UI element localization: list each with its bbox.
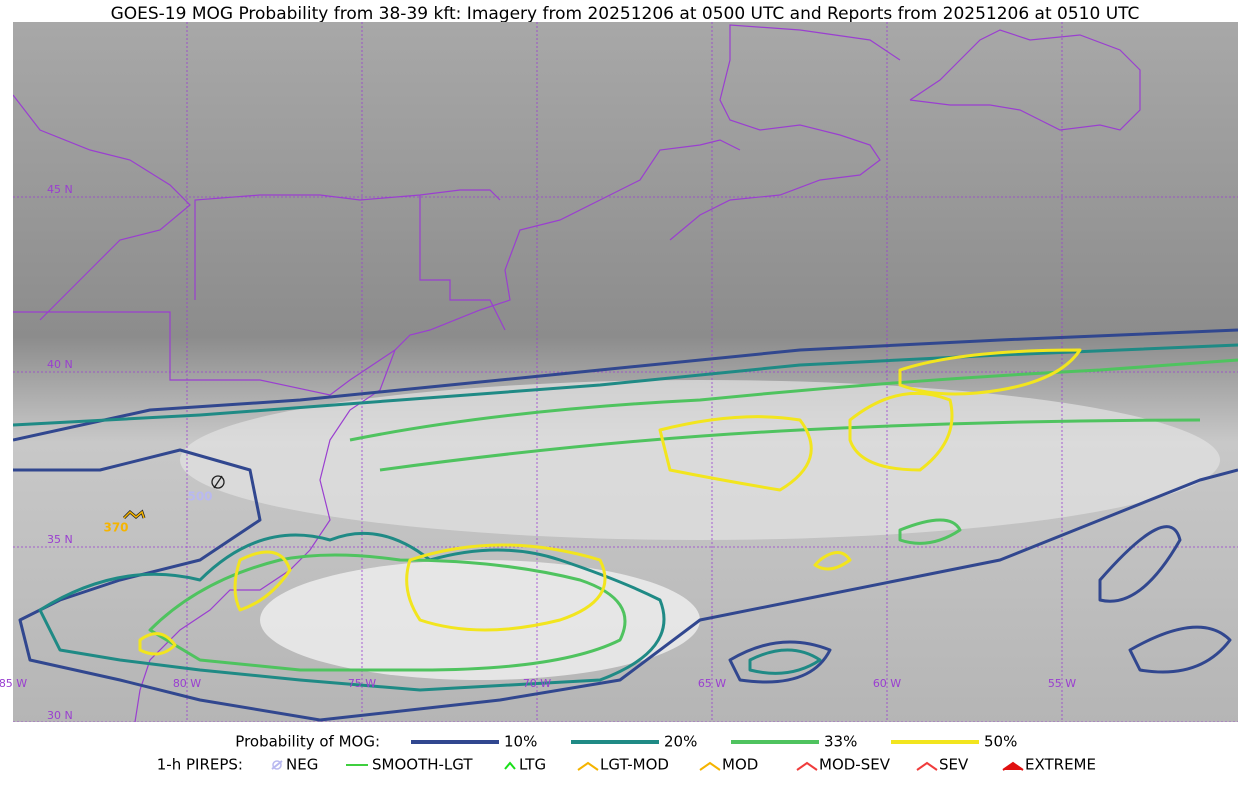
legend-label: 20% bbox=[664, 733, 697, 751]
title: GOES-19 MOG Probability from 38-39 kft: … bbox=[111, 4, 1140, 24]
graticule-labels: 45 N 40 N 35 N 30 N 85 W 80 W 75 W 70 W 65 W 60 W… bbox=[0, 183, 1076, 722]
lat-label: 35 N bbox=[47, 533, 73, 546]
lon-label: 70 W bbox=[523, 677, 551, 690]
legend-symbol bbox=[1002, 761, 1024, 771]
legend-symbol bbox=[916, 761, 938, 771]
pirep-370: 370 bbox=[103, 509, 146, 535]
cloud bbox=[260, 560, 700, 680]
legend-label: MOD-SEV bbox=[819, 756, 891, 774]
legend-label: LTG bbox=[519, 756, 546, 774]
graticule bbox=[13, 22, 1238, 722]
pirep-label: 370 bbox=[103, 521, 128, 535]
legend-symbol bbox=[577, 761, 599, 771]
legend-symbol bbox=[504, 761, 516, 770]
legend-pireps: 1-h PIREPS: NEG SMOOTH-LGT LTG LGT-MOD MOD MOD… bbox=[157, 756, 1096, 774]
legend-label: SMOOTH-LGT bbox=[372, 756, 473, 774]
contours bbox=[13, 328, 1238, 722]
legend-symbol bbox=[796, 761, 818, 771]
legend-label: LGT-MOD bbox=[600, 756, 669, 774]
lat-label: 40 N bbox=[47, 358, 73, 371]
lon-label: 80 W bbox=[173, 677, 201, 690]
cloud bbox=[180, 380, 1220, 540]
legend-title: 1-h PIREPS: bbox=[157, 756, 243, 774]
pirep-icon bbox=[211, 475, 225, 489]
lon-label: 85 W bbox=[0, 677, 27, 690]
pirep-label: 500 bbox=[187, 490, 212, 504]
legend-label: 33% bbox=[824, 733, 857, 751]
lon-label: 65 W bbox=[698, 677, 726, 690]
lon-label: 55 W bbox=[1048, 677, 1076, 690]
legend-probability: Probability of MOG: 10% 20% 33% 50% bbox=[235, 733, 1017, 751]
legend-label: NEG bbox=[286, 756, 318, 774]
legend-symbol bbox=[699, 761, 721, 771]
map: 500 370 bbox=[13, 22, 1238, 722]
legend-label: SEV bbox=[939, 756, 969, 774]
lat-label: 45 N bbox=[47, 183, 73, 196]
legend-label: MOD bbox=[722, 756, 758, 774]
legend-symbol bbox=[272, 760, 282, 770]
pirep-500: 500 bbox=[187, 475, 225, 504]
lon-label: 60 W bbox=[873, 677, 901, 690]
legend-label: EXTREME bbox=[1025, 756, 1096, 774]
legend-label: 50% bbox=[984, 733, 1017, 751]
legend-label: 10% bbox=[504, 733, 537, 751]
legend-title: Probability of MOG: bbox=[235, 733, 380, 751]
pirep-icon bbox=[123, 510, 145, 519]
pirep-icon bbox=[213, 475, 223, 489]
lat-label: 30 N bbox=[47, 709, 73, 722]
lon-label: 75 W bbox=[348, 677, 376, 690]
coastlines bbox=[13, 24, 1141, 722]
